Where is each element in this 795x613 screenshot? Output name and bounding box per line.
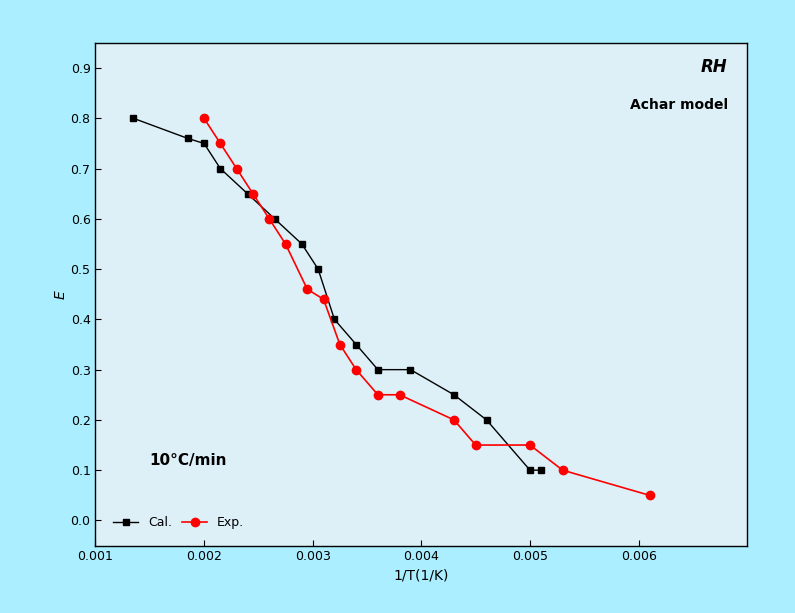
Exp. [645, 492, 654, 499]
Cal. [405, 366, 415, 373]
Cal. [270, 215, 279, 223]
Exp. [449, 416, 459, 424]
Exp. [200, 115, 209, 122]
X-axis label: 1/T(1/K): 1/T(1/K) [394, 569, 449, 583]
Cal. [536, 466, 545, 474]
Cal. [449, 391, 459, 398]
Exp. [373, 391, 382, 398]
Exp. [248, 190, 258, 197]
Cal. [129, 115, 138, 122]
Exp. [319, 295, 328, 303]
Cal. [297, 240, 307, 248]
Text: RH: RH [701, 58, 727, 76]
Cal. [200, 140, 209, 147]
Cal. [525, 466, 535, 474]
Exp. [215, 140, 225, 147]
Legend: Cal., Exp.: Cal., Exp. [108, 511, 250, 535]
Text: Achar model: Achar model [630, 98, 727, 112]
Text: 10°C/min: 10°C/min [149, 453, 227, 468]
Exp. [265, 215, 274, 223]
Cal. [482, 416, 491, 424]
Exp. [558, 466, 568, 474]
Exp. [525, 441, 535, 449]
Cal. [242, 190, 252, 197]
Line: Cal.: Cal. [130, 115, 545, 474]
Exp. [232, 165, 242, 172]
Exp. [395, 391, 405, 398]
Line: Exp.: Exp. [200, 114, 653, 500]
Exp. [471, 441, 480, 449]
Cal. [313, 265, 323, 273]
Exp. [335, 341, 344, 348]
Cal. [183, 135, 192, 142]
Exp. [302, 286, 312, 293]
Cal. [351, 341, 361, 348]
Y-axis label: E: E [54, 290, 68, 299]
Cal. [330, 316, 339, 323]
Cal. [215, 165, 225, 172]
Exp. [281, 240, 290, 248]
Exp. [351, 366, 361, 373]
Cal. [373, 366, 382, 373]
